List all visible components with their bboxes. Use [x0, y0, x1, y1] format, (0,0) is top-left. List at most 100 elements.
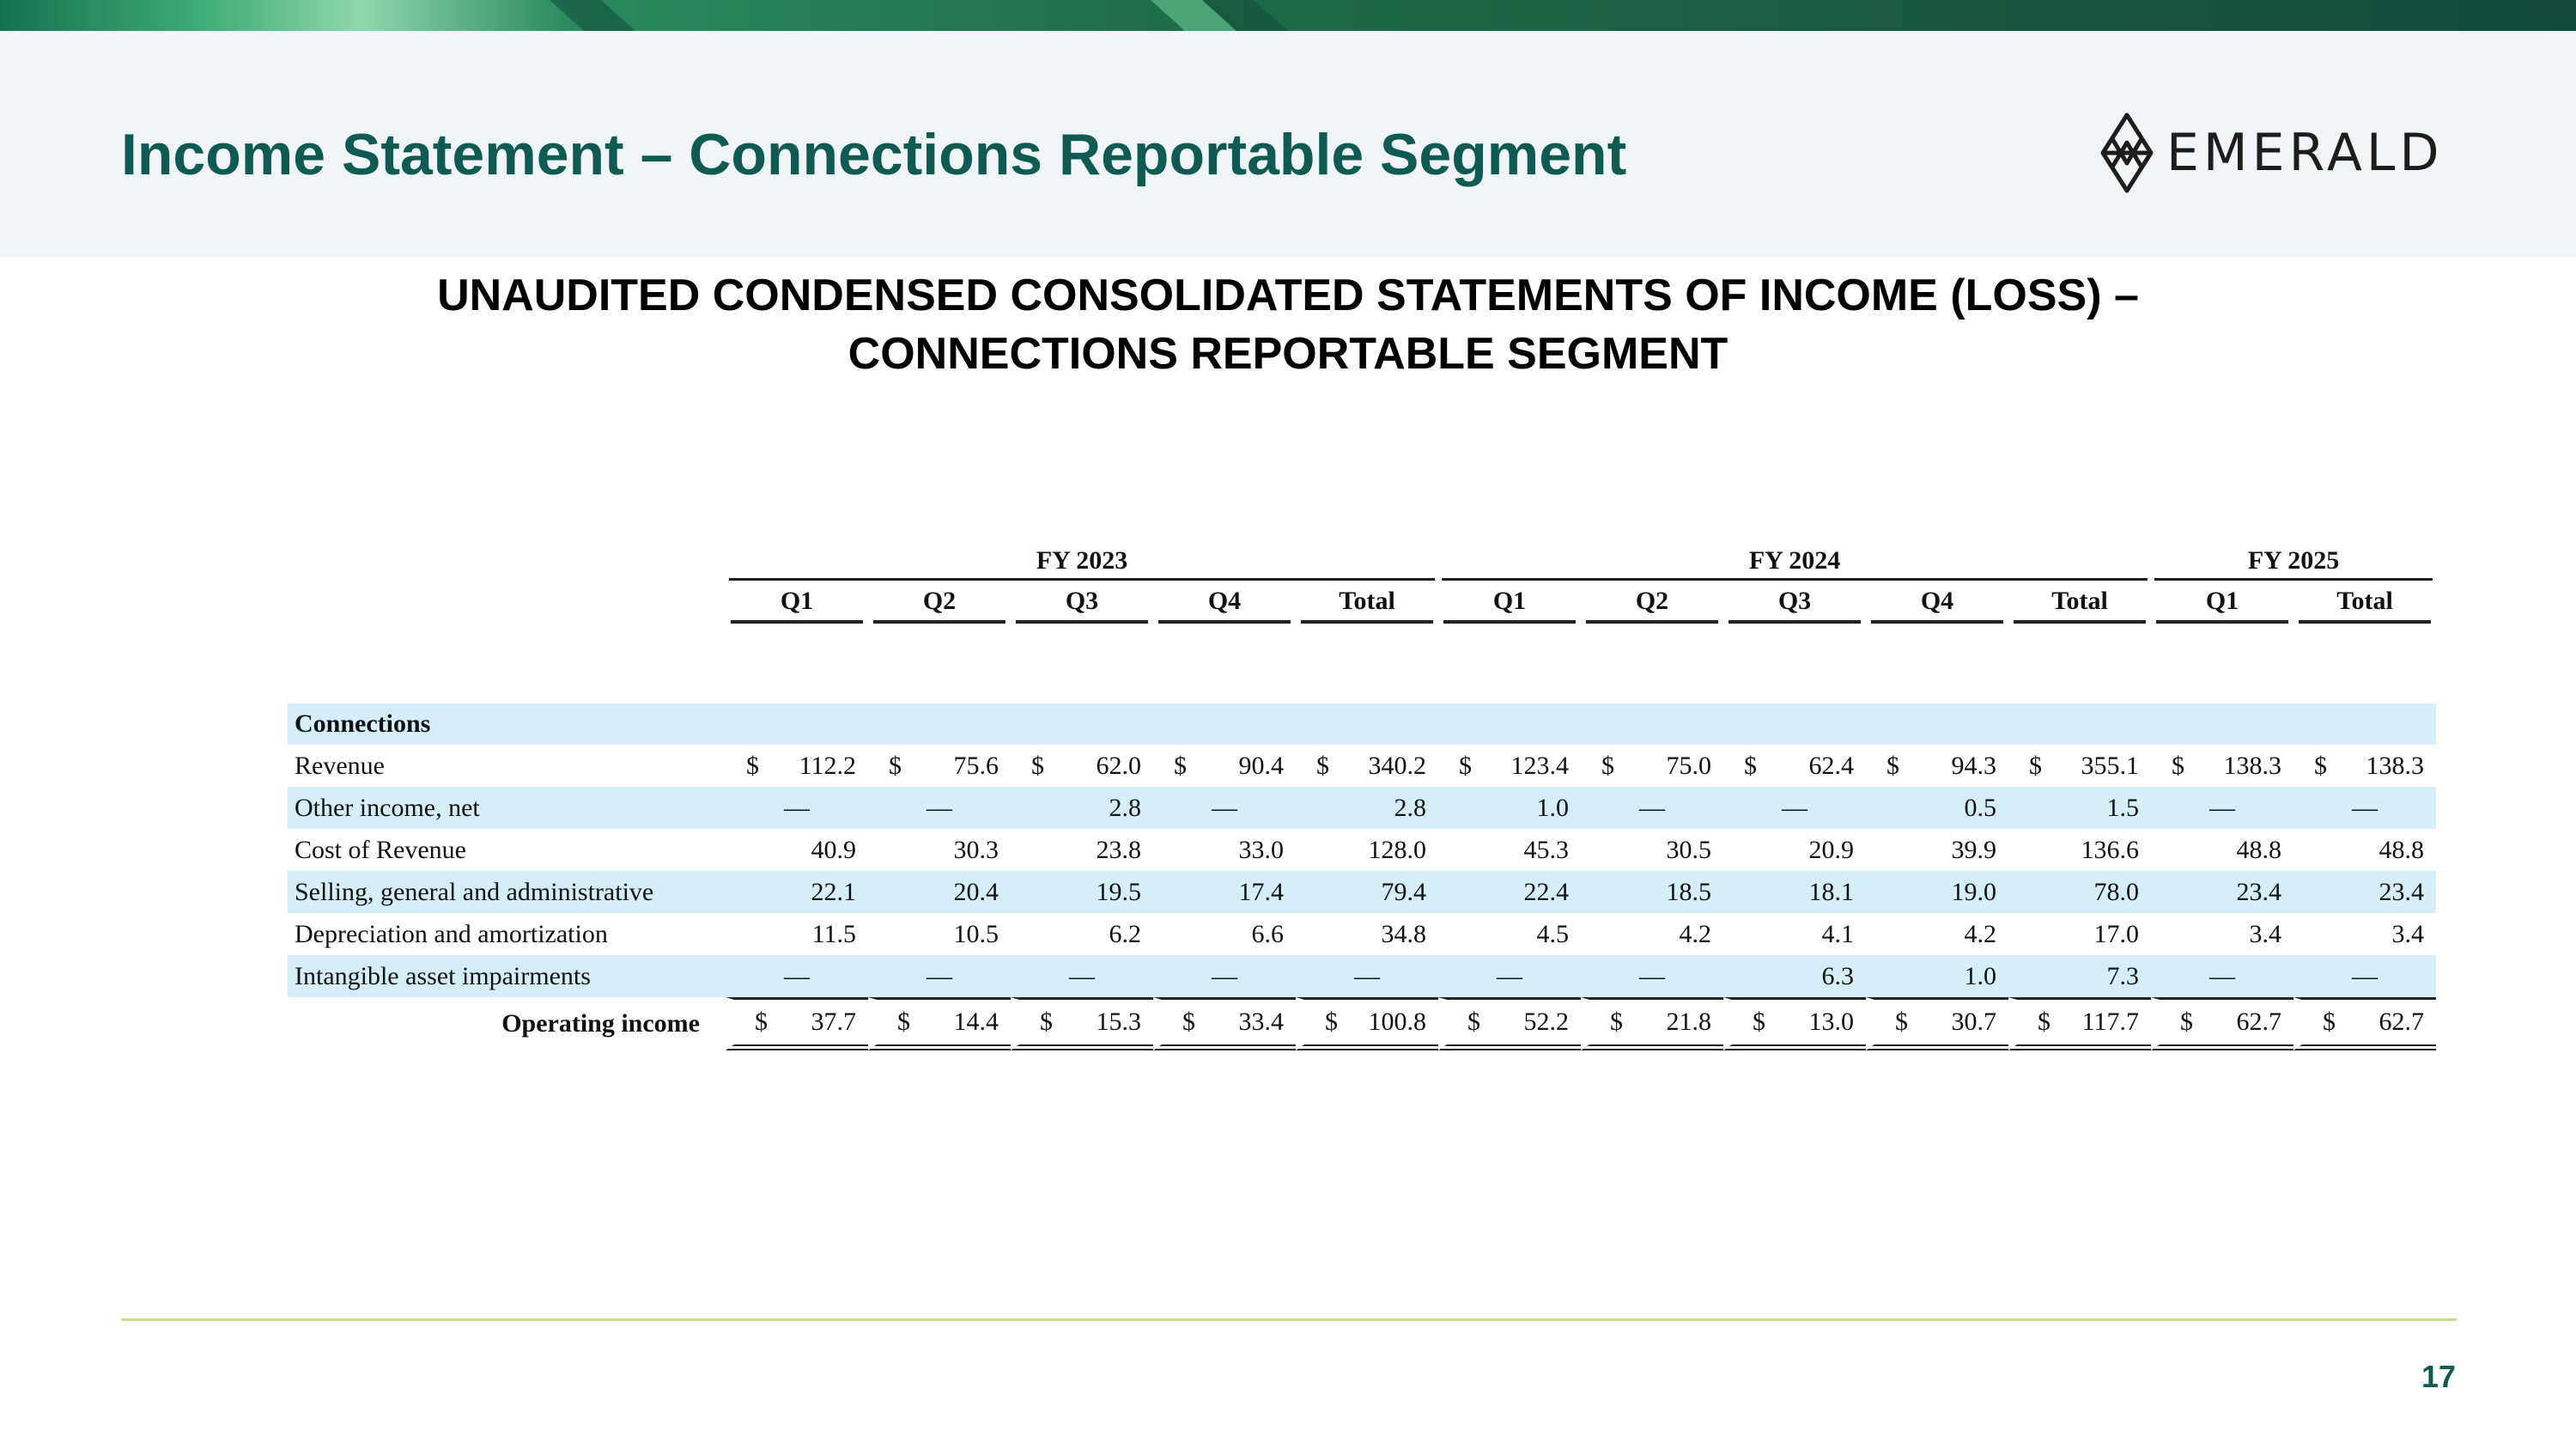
section-header-row: Connections: [288, 703, 2437, 745]
currency-symbol: $: [1316, 751, 1329, 780]
table-cell: 1.0: [1438, 787, 1582, 829]
column-header: Q1: [1438, 581, 1581, 624]
table-row: Intangible asset impairments — — — — — — —6.3 1.…: [288, 955, 2437, 997]
currency-symbol: $: [897, 1008, 910, 1036]
cell-value: 112.2: [799, 751, 856, 780]
table-cell: 10.5: [868, 913, 1011, 955]
cell-value: 1.5: [2106, 793, 2140, 822]
cell-value: 0.5: [1964, 793, 1997, 822]
column-header: Q2: [868, 581, 1011, 624]
table-cell: —: [2151, 955, 2294, 997]
cell-value: 6.2: [1109, 919, 1142, 948]
cell-value: 21.8: [1666, 1008, 1712, 1036]
table-cell: —: [1581, 955, 1724, 997]
table-cell: $62.7: [2293, 997, 2437, 1050]
table-cell: 2.8: [1296, 787, 1439, 829]
cell-value: 75.6: [953, 751, 999, 780]
table-cell: $30.7: [1866, 997, 2009, 1050]
table-cell: 6.6: [1153, 913, 1296, 955]
column-header: Total: [2008, 581, 2151, 624]
page-number: 17: [2421, 1359, 2456, 1394]
table-cell: $90.4: [1153, 745, 1296, 787]
table-row: Revenue $112.2 $75.6 $62.0 $90.4 $340.2 $123.4…: [288, 745, 2436, 787]
table-cell: 20.9: [1723, 829, 1866, 871]
currency-symbol: $: [1040, 1008, 1053, 1036]
cell-value: 78.0: [2093, 877, 2140, 906]
currency-symbol: $: [746, 751, 759, 780]
currency-symbol: $: [1467, 1008, 1481, 1036]
table-cell: $340.2: [1296, 745, 1438, 787]
table-cell: —: [2293, 787, 2437, 829]
cell-value: 6.6: [1251, 919, 1285, 948]
table-cell: —: [1153, 955, 1296, 997]
table-cell: —: [1723, 787, 1867, 829]
cell-value: 23.4: [2379, 877, 2425, 906]
cell-value: 33.4: [1238, 1008, 1285, 1036]
quarter-header-row: Q1 Q2 Q3 Q4 Total Q1 Q2 Q3 Q4 Total Q1 T…: [288, 581, 2436, 624]
currency-symbol: $: [755, 1008, 768, 1036]
cell-value: 62.4: [1808, 751, 1855, 780]
cell-value: 7.3: [2106, 961, 2140, 990]
currency-symbol: $: [1753, 1008, 1766, 1036]
cell-value: 94.3: [1951, 751, 1997, 780]
table-cell: $21.8: [1581, 997, 1724, 1050]
table-cell: $355.1: [2008, 745, 2151, 787]
subtitle-line-1: UNAUDITED CONDENSED CONSOLIDATED STATEME…: [437, 271, 2139, 320]
cell-value: 30.7: [1951, 1008, 1997, 1036]
cell-value: 39.9: [1951, 835, 1997, 864]
total-row-label: Operating income: [501, 1009, 700, 1038]
cell-value: 45.3: [1523, 835, 1570, 864]
currency-symbol: $: [1031, 751, 1044, 780]
table-cell: 23.4: [2293, 871, 2437, 913]
cell-value: 3.4: [2391, 919, 2425, 948]
currency-symbol: $: [1744, 751, 1758, 780]
currency-symbol: $: [1325, 1008, 1338, 1036]
table-cell: 4.2: [1866, 913, 2008, 955]
table-cell: 6.3: [1723, 955, 1867, 997]
row-label: Cost of Revenue: [295, 835, 466, 864]
section-label: Connections: [288, 703, 726, 745]
cell-value: 6.3: [1821, 961, 1855, 990]
table-cell: 3.4: [2293, 913, 2436, 955]
table-cell: $62.7: [2151, 997, 2294, 1050]
table-cell: 79.4: [1296, 871, 1439, 913]
cell-value: 30.3: [953, 835, 999, 864]
table-cell: $94.3: [1866, 745, 2008, 787]
row-label: Other income, net: [288, 787, 726, 829]
table-cell: —: [726, 955, 868, 997]
table-cell: 18.1: [1723, 871, 1867, 913]
table-cell: 4.5: [1438, 913, 1581, 955]
cell-value: 33.0: [1238, 835, 1285, 864]
table-cell: —: [2151, 787, 2294, 829]
cell-value: 4.5: [1536, 919, 1570, 948]
cell-value: 2.8: [1394, 793, 1427, 822]
cell-value: 117.7: [2081, 1008, 2140, 1036]
fiscal-year-header: FY 2025: [2151, 543, 2436, 581]
currency-symbol: $: [1601, 751, 1615, 780]
table-cell: 78.0: [2008, 871, 2152, 913]
table-cell: 22.4: [1438, 871, 1582, 913]
table-cell: 136.6: [2008, 829, 2151, 871]
column-header: Q3: [1723, 581, 1866, 624]
statement-subtitle: UNAUDITED CONDENSED CONSOLIDATED STATEME…: [0, 266, 2576, 383]
table-cell: $33.4: [1153, 997, 1296, 1050]
table-cell: 6.2: [1011, 913, 1153, 955]
cell-value: 4.1: [1821, 919, 1855, 948]
cell-value: 14.4: [953, 1008, 999, 1036]
emerald-logo: EMERALD: [2099, 112, 2444, 194]
table-cell: 11.5: [726, 913, 868, 955]
row-label: Selling, general and administrative: [288, 871, 726, 913]
cell-value: 90.4: [1238, 751, 1285, 780]
fiscal-year-header: FY 2024: [1438, 543, 2151, 581]
table-cell: 30.3: [868, 829, 1011, 871]
currency-symbol: $: [2038, 1008, 2051, 1036]
cell-value: 4.2: [1679, 919, 1712, 948]
row-label: Revenue: [295, 751, 385, 780]
cell-value: 52.2: [1523, 1008, 1570, 1036]
income-statement-table: FY 2023 FY 2024 FY 2025 Q1 Q2 Q3 Q4 Tota…: [288, 543, 2437, 1050]
row-label: Intangible asset impairments: [288, 955, 726, 997]
column-header: Q1: [2151, 581, 2293, 624]
currency-symbol: $: [1459, 751, 1473, 780]
cell-value: 3.4: [2249, 919, 2282, 948]
cell-value: 15.3: [1096, 1008, 1142, 1036]
